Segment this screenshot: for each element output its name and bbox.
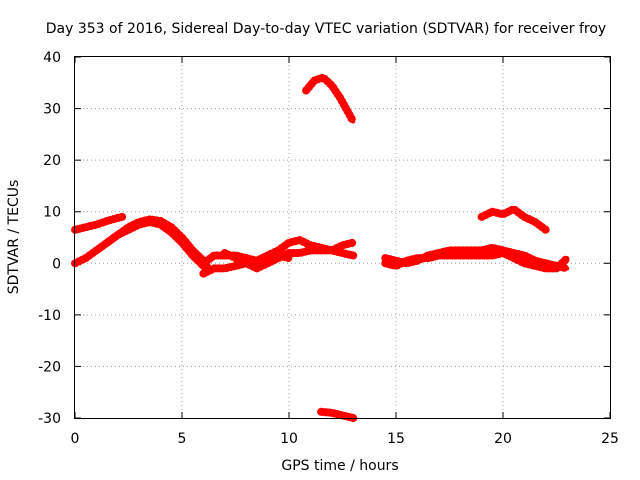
series-arc-7-markers xyxy=(302,73,358,126)
x-tick-label: 25 xyxy=(601,431,619,447)
series-arc-6-markers xyxy=(220,249,293,270)
y-tick-label: 20 xyxy=(43,153,61,169)
x-tick-label: 0 xyxy=(71,431,80,447)
x-tick-label: 10 xyxy=(280,431,298,447)
y-tick-label: 30 xyxy=(43,102,61,118)
x-tick-labels: 0 5 10 15 20 25 xyxy=(71,431,619,447)
y-tick-label: -10 xyxy=(38,308,61,324)
y-tick-label: 10 xyxy=(43,205,61,221)
series-arc-8-markers xyxy=(317,407,358,422)
grid xyxy=(75,57,610,418)
plot-frame xyxy=(74,56,611,419)
series-arc-3-markers xyxy=(103,215,214,275)
x-tick-label: 20 xyxy=(494,431,512,447)
y-tick-label: -20 xyxy=(38,359,61,375)
axis-ticks xyxy=(74,56,611,419)
series-group xyxy=(71,73,572,422)
series-arc-11-markers xyxy=(477,205,550,234)
chart-title: Day 353 of 2016, Sidereal Day-to-day VTE… xyxy=(46,21,606,37)
x-axis-label: GPS time / hours xyxy=(281,458,398,474)
series-arc-10-markers xyxy=(381,249,572,273)
y-tick-label: 0 xyxy=(52,256,61,272)
y-tick-label: -30 xyxy=(38,411,61,427)
x-tick-label: 5 xyxy=(178,431,187,447)
y-tick-label: 40 xyxy=(43,50,61,66)
x-tick-label: 15 xyxy=(387,431,405,447)
series-arc-1-markers xyxy=(71,212,127,234)
y-axis-label: SDTVAR / TECUs xyxy=(6,180,22,295)
y-tick-labels: -30 -20 -10 0 10 20 30 40 xyxy=(38,50,61,427)
